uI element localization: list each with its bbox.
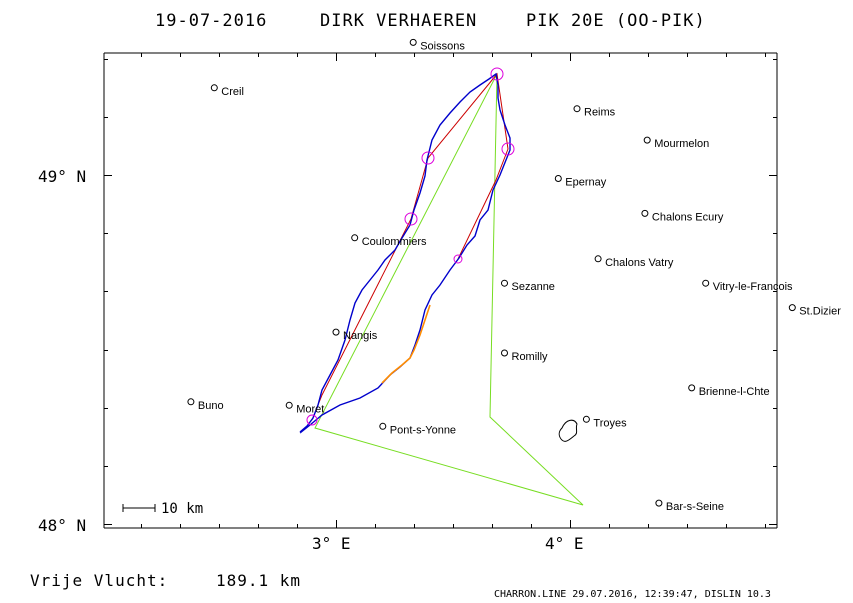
- town-label: Romilly: [512, 351, 549, 363]
- town-marker: [501, 279, 508, 287]
- town-marker: [187, 398, 195, 406]
- town-label: Bar-s-Seine: [666, 501, 724, 513]
- town-label: Chalons Vatry: [605, 257, 674, 269]
- task-triangle: [314, 73, 584, 506]
- route-line: [311, 72, 509, 421]
- distance-label: Vrije Vlucht:: [30, 571, 168, 590]
- turnpoint-circle: [490, 67, 504, 81]
- town-label: Vitry-le-Francois: [713, 281, 793, 293]
- town-marker: [702, 279, 710, 287]
- town-label: Troyes: [593, 417, 627, 429]
- software-credit: CHARRON.LINE 29.07.2016, 12:39:47, DISLI…: [494, 589, 771, 600]
- town-marker: [643, 136, 651, 144]
- town-marker: [788, 304, 796, 312]
- town-label: Sezanne: [512, 281, 555, 293]
- town-marker: [409, 38, 417, 46]
- turnpoint-circle: [501, 142, 515, 156]
- flight-date: 19-07-2016: [155, 11, 267, 31]
- gps-track-segment-alt: [381, 304, 431, 384]
- lat-label-49: 49° N: [38, 167, 86, 186]
- town-label: Pont-s-Yonne: [390, 424, 456, 436]
- town-marker: [285, 401, 293, 409]
- town-label: Coulommiers: [362, 236, 427, 248]
- town-label: Brienne-l-Chte: [699, 386, 770, 398]
- turnpoint-circle: [453, 254, 463, 264]
- turnpoint-circle: [306, 414, 318, 426]
- town-marker: [379, 422, 387, 430]
- lat-label-48: 48° N: [38, 516, 86, 535]
- town-marker: [582, 415, 590, 423]
- lake-outline: [558, 419, 578, 442]
- scale-bar: [122, 504, 156, 512]
- town-marker: [688, 384, 696, 392]
- turnpoint-circle: [421, 151, 435, 165]
- turnpoint-markers: [306, 67, 515, 426]
- lon-label-3: 3° E: [312, 534, 351, 553]
- town-marker: [351, 234, 359, 242]
- town-label: Epernay: [565, 177, 606, 189]
- town-label: Reims: [584, 107, 616, 119]
- lon-label-4: 4° E: [545, 534, 584, 553]
- town-marker: [594, 255, 602, 263]
- town-marker: [655, 499, 663, 507]
- town-label: Nangis: [343, 330, 378, 342]
- town-label: Mourmelon: [654, 138, 709, 150]
- town-label: Moret: [296, 403, 324, 415]
- town-label: St.Dizier: [799, 306, 841, 318]
- town-marker: [501, 349, 508, 357]
- pilot-name: DIRK VERHAEREN: [320, 11, 477, 31]
- town-marker: [210, 84, 218, 92]
- town-label: Soissons: [420, 40, 465, 52]
- glider-name: PIK 20E (OO-PIK): [526, 11, 706, 31]
- turnpoint-circle: [404, 212, 418, 226]
- map-frame: [103, 52, 778, 529]
- town-label: Creil: [221, 86, 244, 98]
- scale-bar-label: 10 km: [161, 501, 203, 517]
- town-markers: Soissons Creil Reims Mourmelon Epernay Chalon…: [187, 38, 841, 513]
- town-marker: [554, 175, 562, 182]
- town-marker: [573, 105, 581, 113]
- distance-value: 189.1 km: [216, 571, 301, 590]
- town-label: Chalons Ecury: [652, 211, 724, 223]
- town-marker: [332, 328, 340, 336]
- town-marker: [641, 209, 649, 217]
- axis-ticks: [104, 53, 777, 528]
- town-label: Buno: [198, 400, 224, 412]
